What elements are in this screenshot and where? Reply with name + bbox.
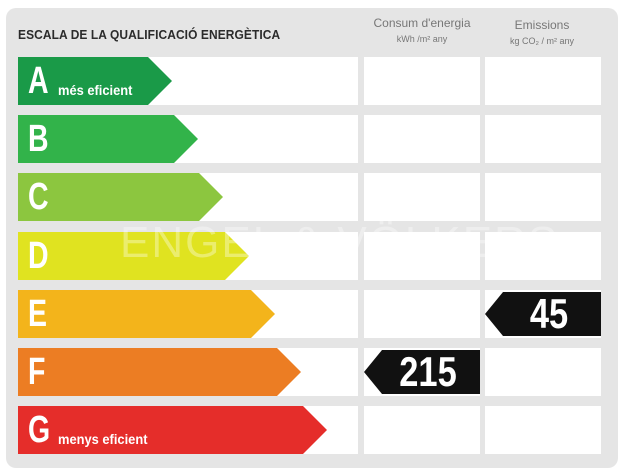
consum-cell-c <box>364 173 480 221</box>
emissions-column-label: Emissions <box>514 18 570 32</box>
marker-arrow <box>364 350 480 394</box>
emissions-cell-d <box>485 232 601 280</box>
rating-letter: A <box>28 60 49 102</box>
marker-arrow <box>485 292 601 336</box>
rating-row-e: E <box>18 290 358 338</box>
consum-column-label: Consum d'energia <box>373 16 471 30</box>
rating-letter: C <box>28 176 49 218</box>
marker-value: 215 <box>399 348 457 395</box>
emissions-cell-c <box>485 173 601 221</box>
rating-sublabel: menys eficient <box>58 431 148 447</box>
emissions-cell-g <box>485 406 601 454</box>
rating-row-f: F <box>18 348 358 396</box>
consum-column-unit: kWh /m² any <box>396 34 448 44</box>
consum-cell-b <box>364 115 480 163</box>
rating-row-c: C <box>18 173 358 221</box>
emissions-cell-f <box>485 348 601 396</box>
rating-sublabel: més eficient <box>58 82 133 98</box>
consum-cell-g <box>364 406 480 454</box>
emissions-column-header: Emissions kg CO₂ / m² any <box>482 18 602 46</box>
consum-cell-a <box>364 57 480 105</box>
value-marker: 45 <box>485 290 601 338</box>
consum-cell-f: 215 <box>364 348 480 396</box>
consum-cell-d <box>364 232 480 280</box>
emissions-cell-e: 45 <box>485 290 601 338</box>
rating-bar-b: B <box>18 115 198 163</box>
emissions-cell-b <box>485 115 601 163</box>
rating-bar-c: C <box>18 173 223 221</box>
marker-value: 45 <box>529 290 569 337</box>
rating-letter: E <box>28 293 48 335</box>
rating-bar-f: F <box>18 348 301 396</box>
emissions-column-unit: kg CO₂ / m² any <box>509 36 574 46</box>
emissions-cell-a <box>485 57 601 105</box>
value-marker: 215 <box>364 348 480 396</box>
consum-column-header: Consum d'energia kWh /m² any <box>362 16 482 44</box>
rating-bar-e: E <box>18 290 275 338</box>
rating-letter: D <box>28 235 49 277</box>
rating-letter: F <box>28 351 46 393</box>
rating-bar-d: D <box>18 232 249 280</box>
rating-row-d: D <box>18 232 358 280</box>
rating-letter: G <box>28 409 51 451</box>
scale-title: ESCALA DE LA QUALIFICACIÓ ENERGÈTICA <box>18 27 281 42</box>
consum-cell-e <box>364 290 480 338</box>
rating-row-b: B <box>18 115 358 163</box>
rating-letter: B <box>28 118 49 160</box>
